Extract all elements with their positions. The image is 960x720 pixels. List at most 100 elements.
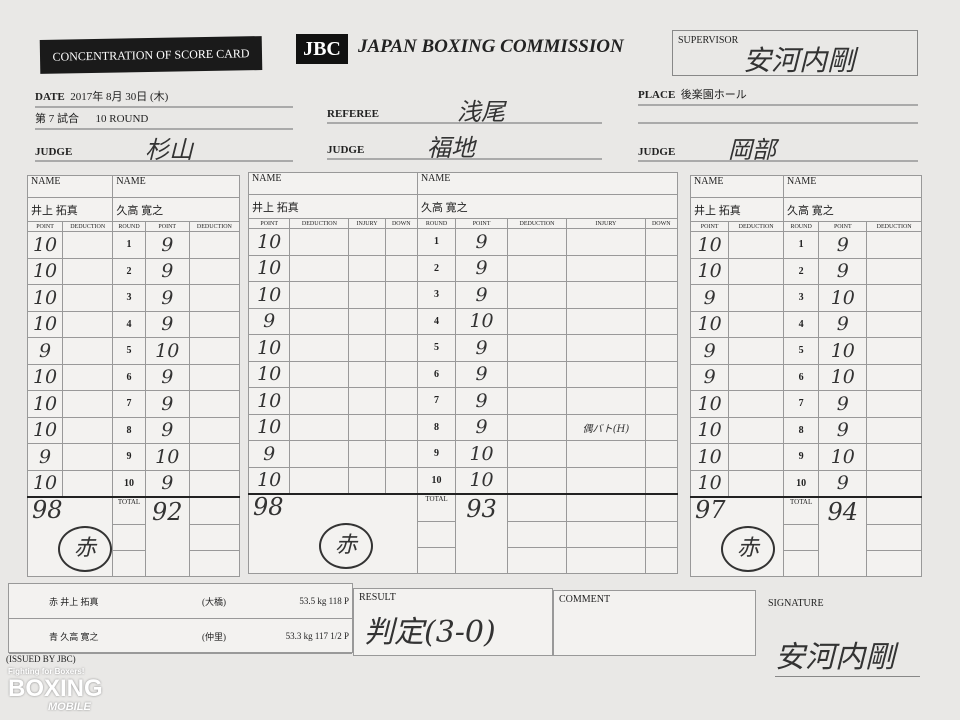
round-number: 4	[782, 310, 820, 338]
empty-cell	[506, 254, 568, 282]
round-count: 10 ROUND	[95, 113, 149, 125]
blue-point: 9	[455, 281, 508, 309]
round-number: 8	[112, 416, 146, 444]
red-point: 10	[247, 334, 291, 362]
round-row: 10 10 9	[26, 469, 241, 498]
column-header-deduction: DEDUCTION	[188, 221, 241, 232]
column-header-point: POINT	[689, 221, 730, 232]
empty-cell	[62, 257, 114, 285]
round-number: 4	[112, 310, 146, 338]
round-row: 10 10 10	[247, 466, 679, 495]
column-header-down: DOWN	[384, 218, 418, 229]
empty-cell	[384, 281, 418, 309]
empty-cell	[289, 307, 350, 335]
empty-cell	[866, 495, 922, 526]
empty-cell	[188, 469, 241, 498]
red-point: 10	[689, 469, 730, 498]
empty-cell	[188, 524, 241, 552]
blue-point: 9	[455, 413, 508, 441]
blue-point: 9	[144, 416, 190, 444]
total-label: TOTAL	[416, 492, 457, 523]
score-card-3: NAME NAME 井上 拓真 久高 寛之 POINT DEDUCTION ROUND POI…	[689, 175, 923, 577]
total-label: TOTAL	[782, 495, 820, 526]
empty-cell	[782, 550, 820, 577]
round-row: 9 6 10	[689, 363, 922, 391]
round-row: 10 4 9	[26, 310, 241, 338]
red-point: 10	[247, 413, 291, 441]
empty-cell	[62, 390, 114, 418]
round-row: 10 8 9	[26, 416, 241, 444]
empty-cell	[506, 466, 568, 495]
column-header-point: POINT	[455, 218, 508, 229]
supervisor-label: SUPERVISOR	[678, 35, 739, 46]
column-header-round: ROUND	[782, 221, 820, 232]
empty-cell	[348, 387, 386, 415]
column-header-down: DOWN	[644, 218, 679, 229]
empty-cell	[62, 443, 114, 471]
boxer-info-box: 赤 井上 拓真 (大橋) 53.5 kg 118 P 青 久高 寛之 (仲里) 53.3…	[8, 583, 353, 654]
empty-cell	[188, 231, 241, 259]
red-point: 9	[689, 337, 730, 365]
boxer-gym: (仲里)	[202, 631, 226, 642]
empty-cell	[728, 231, 784, 259]
blue-point: 9	[818, 310, 868, 338]
round-row: 10 2 9	[689, 257, 922, 285]
red-boxer-name: 井上 拓真	[248, 194, 418, 219]
empty-cell	[62, 231, 114, 259]
blue-boxer-name: 久高 寛之	[416, 194, 679, 219]
name-label: NAME	[782, 175, 923, 198]
red-point: 10	[26, 390, 64, 418]
empty-cell	[644, 254, 679, 282]
red-point: 10	[689, 443, 730, 471]
red-point: 10	[247, 228, 291, 256]
round-number: 2	[416, 254, 457, 282]
empty-cell	[506, 440, 568, 468]
round-number: 8	[782, 416, 820, 444]
round-number: 3	[112, 284, 146, 312]
round-number: 9	[416, 440, 457, 468]
empty-cell	[384, 387, 418, 415]
round-row: 10 10 9	[689, 469, 922, 498]
comment-label: COMMENT	[559, 594, 611, 605]
issued-by: (ISSUED BY JBC)	[6, 654, 76, 664]
round-row: 10 3 9	[26, 284, 241, 312]
empty-cell	[506, 228, 568, 256]
date-label: DATE	[35, 91, 65, 103]
round-row: 9 5 10	[689, 337, 922, 365]
empty-cell	[866, 443, 922, 471]
bout-field: 第 7 試合 10 ROUND	[35, 110, 293, 130]
red-point: 10	[689, 390, 730, 418]
blue-total: 93	[455, 493, 508, 574]
empty-cell	[566, 281, 646, 309]
blue-point: 9	[144, 310, 190, 338]
boxer-weight: 53.5 kg 118 P	[299, 596, 349, 606]
empty-cell	[506, 281, 568, 309]
empty-cell	[644, 387, 679, 415]
round-number: 8	[416, 413, 457, 441]
boxer-row-blue: 青 久高 寛之 (仲里) 53.3 kg 117 1/2 P	[9, 619, 352, 654]
round-number: 7	[112, 390, 146, 418]
jbc-logo: JBC	[296, 34, 348, 64]
empty-cell	[866, 231, 922, 259]
empty-cell	[348, 334, 386, 362]
round-number: 7	[782, 390, 820, 418]
boxer-weight: 53.3 kg 117 1/2 P	[285, 631, 349, 641]
round-row: 10 7 9	[689, 390, 922, 418]
round-number: 2	[112, 257, 146, 285]
round-row: 10 3 9	[247, 281, 679, 309]
round-row: 10 8 9	[689, 416, 922, 444]
column-header-deduction: DEDUCTION	[506, 218, 568, 229]
referee-label: REFEREE	[327, 108, 379, 120]
empty-cell	[384, 228, 418, 256]
column-header-deduction: DEDUCTION	[62, 221, 114, 232]
blue-point: 9	[144, 390, 190, 418]
blue-point: 9	[455, 334, 508, 362]
column-header-point: POINT	[818, 221, 868, 232]
judge-signature: 福地	[427, 134, 475, 162]
blue-point: 9	[455, 387, 508, 415]
empty-cell	[384, 254, 418, 282]
empty-cell	[644, 440, 679, 468]
round-number: 1	[416, 228, 457, 256]
round-row: 10 5 9	[247, 334, 679, 362]
empty-cell	[866, 524, 922, 552]
